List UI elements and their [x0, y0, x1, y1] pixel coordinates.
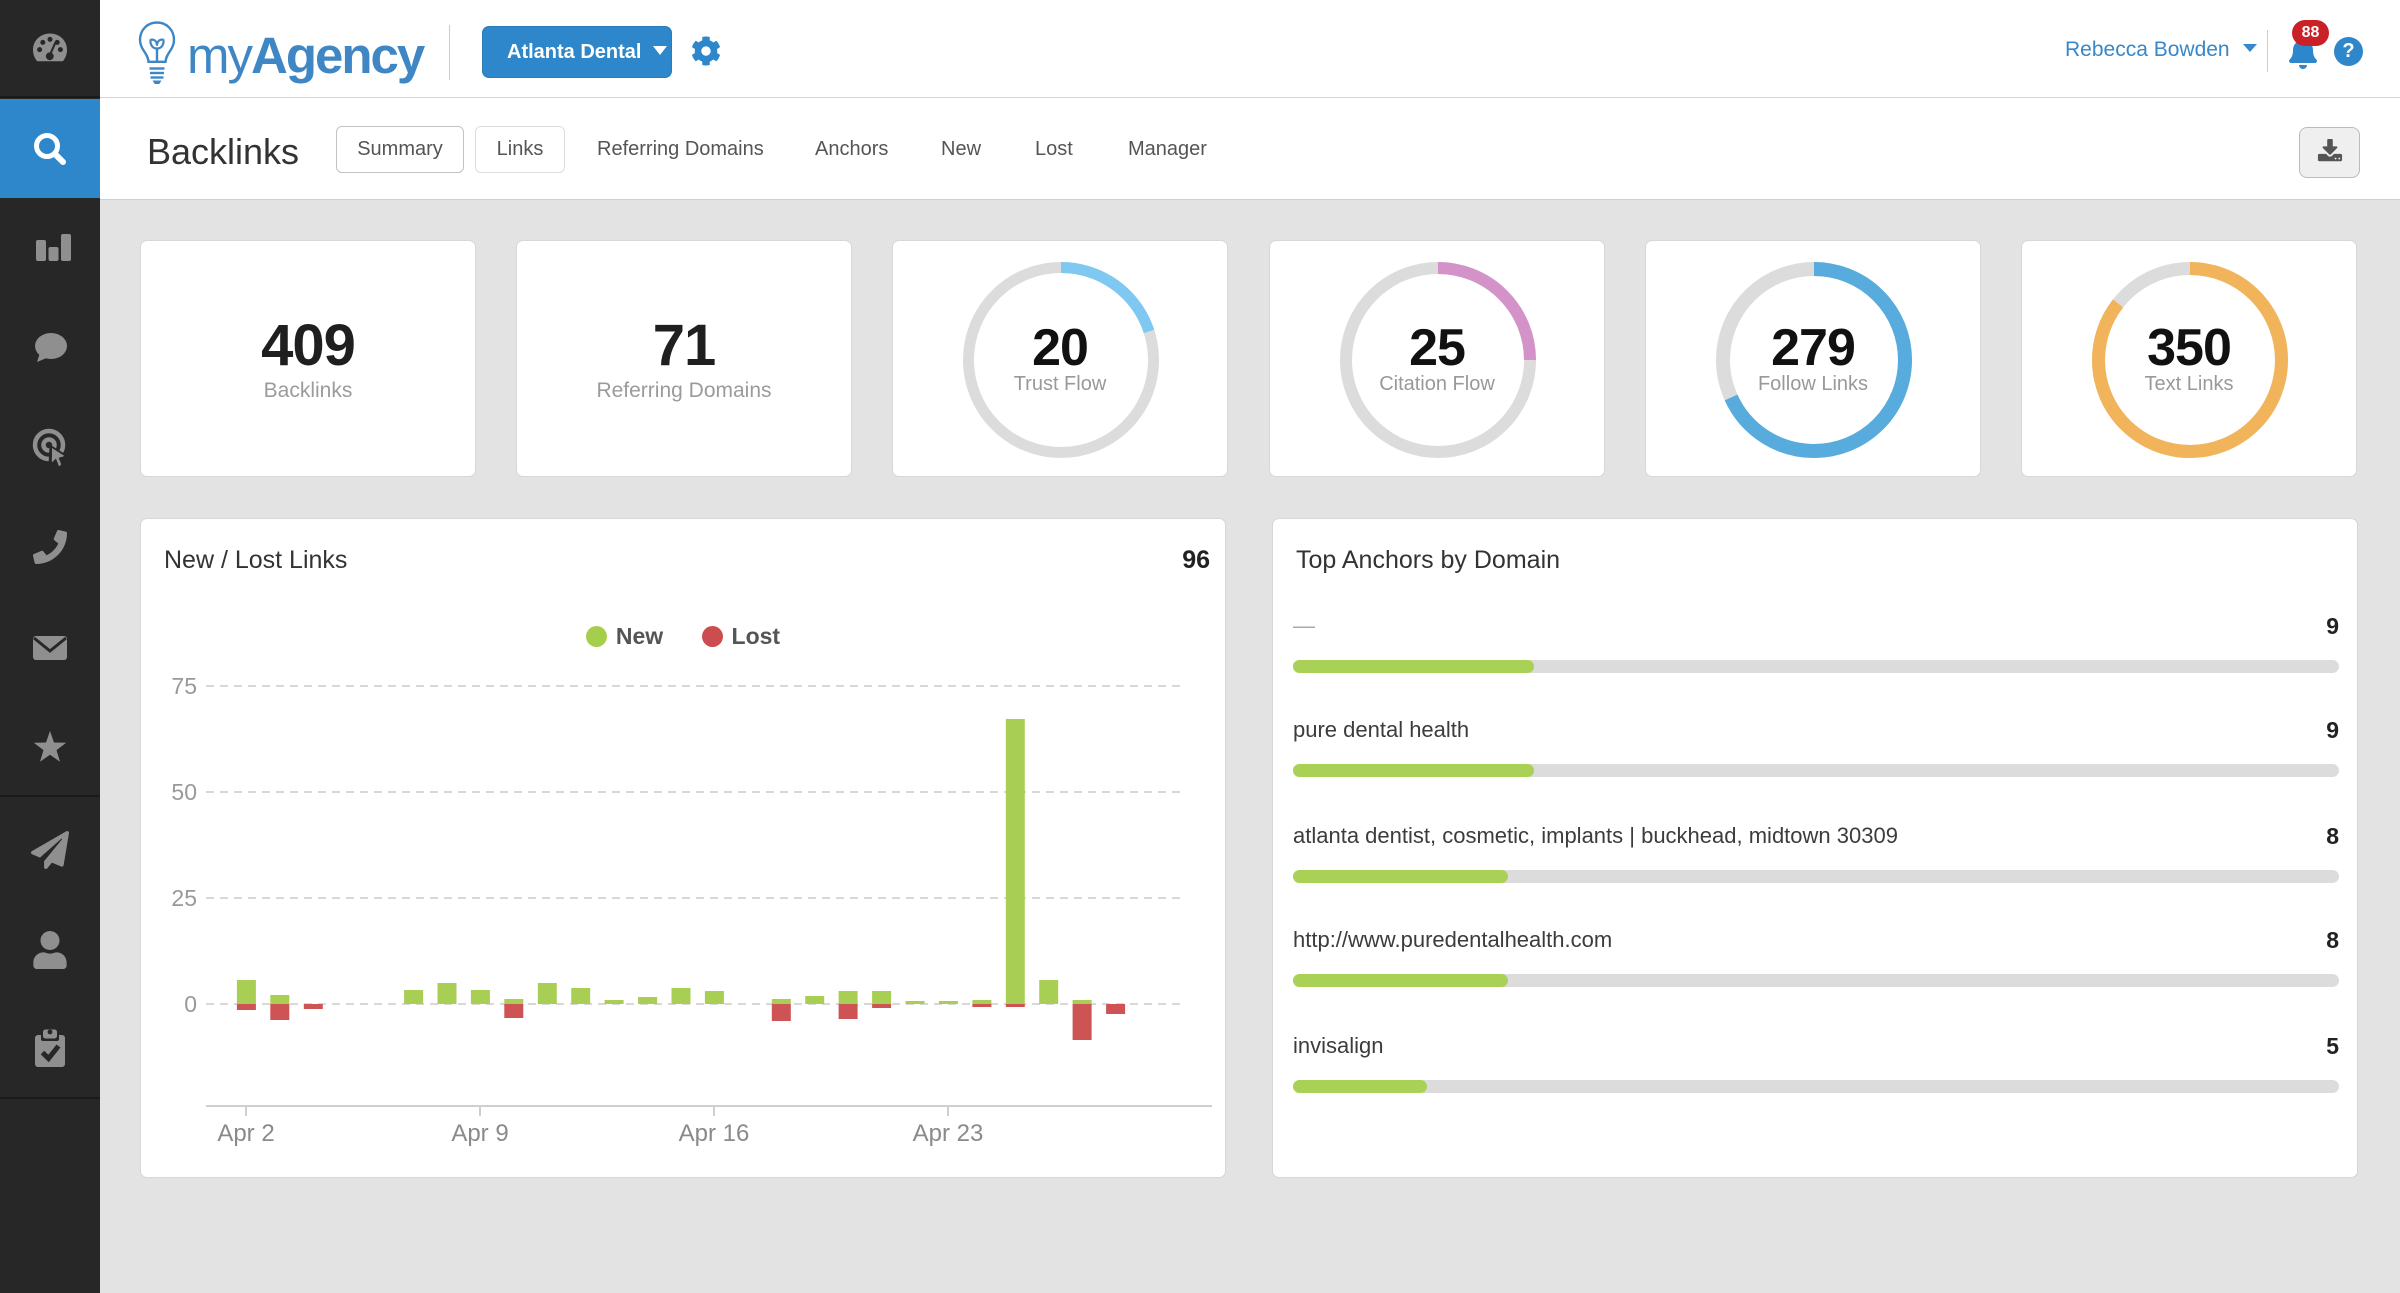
svg-text:Apr 9: Apr 9: [451, 1120, 508, 1147]
svg-text:Apr 23: Apr 23: [913, 1120, 984, 1147]
svg-text:Apr 16: Apr 16: [679, 1120, 750, 1147]
svg-text:50: 50: [171, 779, 197, 805]
svg-text:Apr 2: Apr 2: [217, 1120, 274, 1147]
svg-text:25: 25: [171, 885, 197, 911]
svg-text:75: 75: [171, 673, 197, 699]
svg-text:0: 0: [184, 991, 197, 1017]
